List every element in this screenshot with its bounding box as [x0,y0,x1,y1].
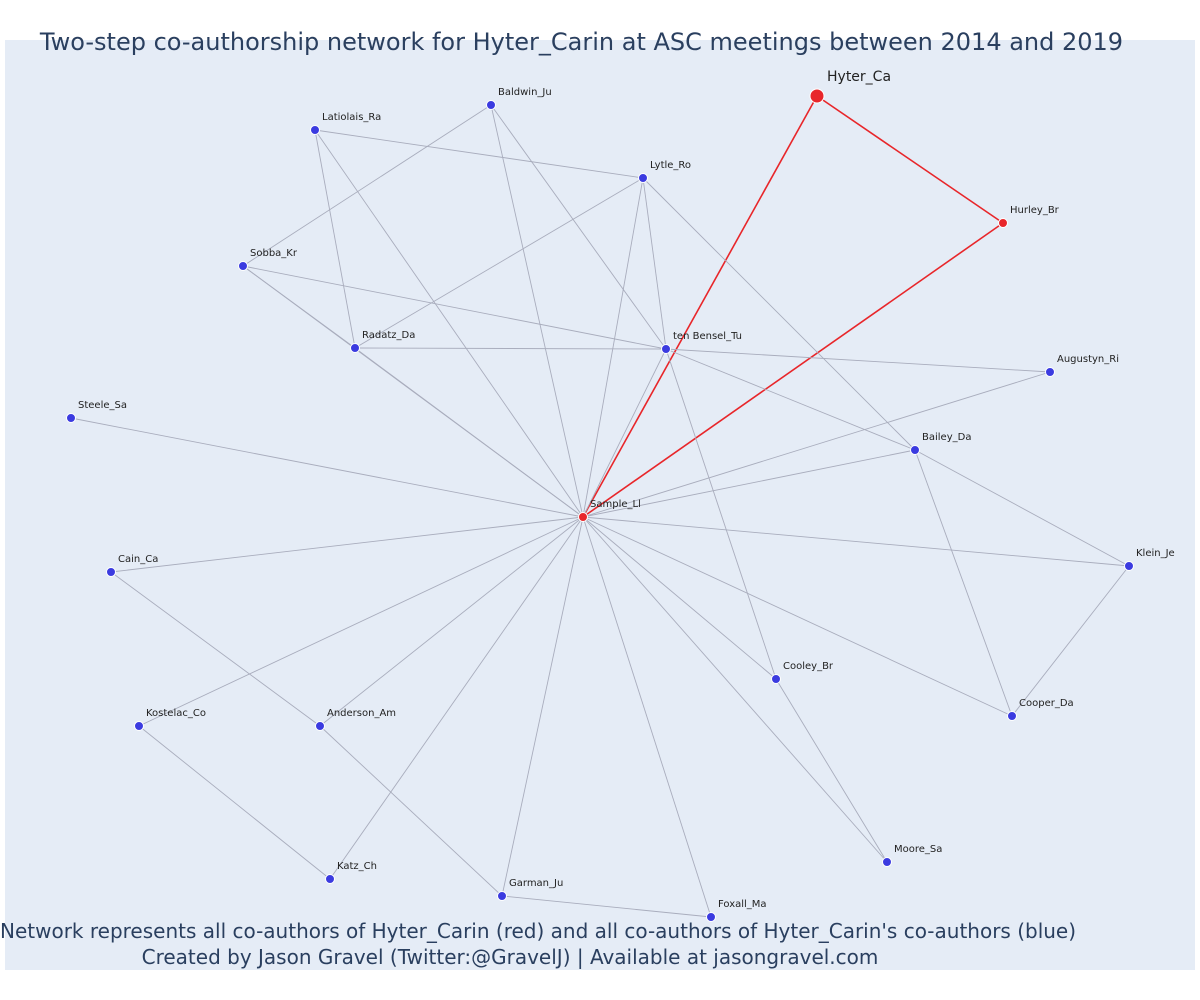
label-anderson-am: Anderson_Am [327,708,396,719]
edge-sample-ll-katz-ch [329,516,584,880]
edge-sample-ll-latiolais-ra [314,129,584,518]
label-sobba-kr: Sobba_Kr [250,248,298,259]
edge-bailey-da-klein-je [914,449,1130,567]
edge-sample-ll-garman-ju [501,516,584,897]
node-hyter-ca[interactable] [809,88,825,104]
edge-hurley-br-sample-ll [582,222,1004,518]
label-cooley-br: Cooley_Br [783,661,834,672]
node-latiolais-ra[interactable] [310,125,320,135]
edges-layer [70,95,1130,918]
chart-caption: Network represents all co-authors of Hyt… [0,918,1077,970]
label-cain-ca: Cain_Ca [118,554,158,565]
label-garman-ju: Garman_Ju [509,878,563,889]
node-ten-bensel-tu[interactable] [661,344,671,354]
edge-cain-ca-anderson-am [110,571,321,727]
node-hurley-br[interactable] [998,218,1008,228]
edge-sample-ll-anderson-am [319,516,584,727]
edge-baldwin-ju-ten-bensel-tu [490,104,667,350]
label-bailey-da: Bailey_Da [922,432,971,443]
edge-cooley-br-moore-sa [775,678,888,863]
node-cain-ca[interactable] [106,567,116,577]
nodes-layer [66,88,1134,922]
edge-sample-ll-lytle-ro [582,177,644,518]
edge-ten-bensel-tu-augustyn-ri [665,348,1051,373]
caption-line-1: Network represents all co-authors of Hyt… [0,919,1077,943]
node-augustyn-ri[interactable] [1045,367,1055,377]
edge-anderson-am-garman-ju [319,725,503,897]
node-lytle-ro[interactable] [638,173,648,183]
chart-title: Two-step co-authorship network for Hyter… [39,28,1124,56]
edge-sobba-kr-radatz-da [242,265,356,349]
edge-sobba-kr-ten-bensel-tu [242,265,667,350]
label-hyter-ca: Hyter_Ca [827,69,891,85]
node-baldwin-ju[interactable] [486,100,496,110]
node-anderson-am[interactable] [315,721,325,731]
edge-sample-ll-klein-je [582,516,1130,567]
edge-latiolais-ra-lytle-ro [314,129,644,179]
edge-baldwin-ju-sobba-kr [242,104,492,267]
label-cooper-da: Cooper_Da [1019,698,1074,709]
node-sample-ll[interactable] [578,512,588,522]
label-foxall-ma: Foxall_Ma [718,899,767,910]
node-cooper-da[interactable] [1007,711,1017,721]
label-radatz-da: Radatz_Da [362,330,415,341]
node-kostelac-co[interactable] [134,721,144,731]
label-steele-sa: Steele_Sa [78,400,127,411]
node-klein-je[interactable] [1124,561,1134,571]
edge-hyter-ca-sample-ll [582,95,818,518]
node-katz-ch[interactable] [325,874,335,884]
edge-sample-ll-steele-sa [70,417,584,518]
edge-lytle-ro-bailey-da [642,177,916,451]
label-sample-ll: Sample_Ll [590,499,641,510]
edge-sample-ll-cooper-da [582,516,1013,717]
node-sobba-kr[interactable] [238,261,248,271]
edge-lytle-ro-radatz-da [354,177,644,349]
node-steele-sa[interactable] [66,413,76,423]
edge-radatz-da-ten-bensel-tu [354,347,667,350]
edge-garman-ju-foxall-ma [501,895,712,918]
label-latiolais-ra: Latiolais_Ra [322,112,381,123]
node-bailey-da[interactable] [910,445,920,455]
label-ten-bensel-tu: ten Bensel_Tu [673,331,742,342]
label-klein-je: Klein_Je [1136,548,1175,559]
label-lytle-ro: Lytle_Ro [650,160,691,171]
edge-sample-ll-baldwin-ju [490,104,584,518]
label-moore-sa: Moore_Sa [894,844,942,855]
edge-sample-ll-foxall-ma [582,516,712,918]
label-katz-ch: Katz_Ch [337,861,377,872]
edge-hyter-ca-hurley-br [816,95,1004,224]
edge-latiolais-ra-radatz-da [314,129,356,349]
label-baldwin-ju: Baldwin_Ju [498,87,552,98]
edge-bailey-da-cooper-da [914,449,1013,717]
edge-sample-ll-cooley-br [582,516,777,680]
edge-sample-ll-cain-ca [110,516,584,573]
caption-line-2: Created by Jason Gravel (Twitter:@Gravel… [141,945,879,969]
edge-lytle-ro-ten-bensel-tu [642,177,667,350]
node-garman-ju[interactable] [497,891,507,901]
node-foxall-ma[interactable] [706,912,716,922]
edge-sample-ll-augustyn-ri [582,371,1051,518]
label-kostelac-co: Kostelac_Co [146,708,206,719]
edge-ten-bensel-tu-bailey-da [665,348,916,451]
node-radatz-da[interactable] [350,343,360,353]
edge-klein-je-cooper-da [1011,565,1130,717]
edge-kostelac-co-katz-ch [138,725,331,880]
edge-sample-ll-radatz-da [354,347,584,518]
node-cooley-br[interactable] [771,674,781,684]
edge-sample-ll-bailey-da [582,449,916,518]
label-augustyn-ri: Augustyn_Ri [1057,354,1119,365]
edge-ten-bensel-tu-cooley-br [665,348,777,680]
label-hurley-br: Hurley_Br [1010,205,1060,216]
edge-sample-ll-moore-sa [582,516,888,863]
node-moore-sa[interactable] [882,857,892,867]
labels-layer: Hyter_Ca Hurley_Br Sample_Ll Baldwin_Ju Lati… [78,69,1175,910]
edge-sample-ll-kostelac-co [138,516,584,727]
edge-sample-ll-ten-bensel-tu [582,348,667,518]
